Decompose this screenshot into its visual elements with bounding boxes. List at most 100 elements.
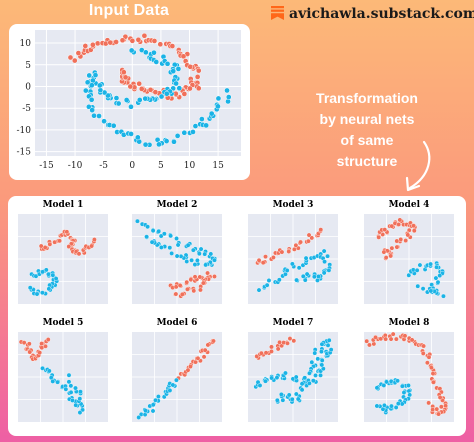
model-point-cluster-1 — [190, 247, 196, 253]
model-point-cluster-1 — [389, 223, 395, 229]
model-point-cluster-1 — [409, 337, 415, 343]
model-point-cluster-1 — [185, 242, 191, 248]
brand-link[interactable]: avichawla.substack.com — [289, 6, 474, 22]
model-point-cluster-2 — [384, 379, 389, 385]
scatter-point-series-2 — [89, 107, 96, 113]
model-point-cluster-2 — [53, 276, 59, 282]
model-point-cluster-1 — [205, 342, 211, 348]
model-point-cluster-1 — [76, 251, 82, 257]
scatter-point-series-2 — [96, 113, 102, 119]
model-point-cluster-1 — [382, 227, 388, 233]
y-tick-label: -5 — [22, 104, 31, 114]
model-point-cluster-2 — [156, 394, 161, 399]
model-point-cluster-2 — [197, 274, 203, 280]
model-plot-8 — [364, 332, 454, 422]
model-point-cluster-2 — [289, 261, 295, 267]
model-point-cluster-1 — [328, 347, 334, 353]
model-point-cluster-1 — [283, 370, 288, 376]
model-point-cluster-1 — [158, 245, 164, 250]
model-point-cluster-2 — [212, 274, 217, 279]
model-point-cluster-2 — [406, 383, 411, 388]
model-point-cluster-1 — [168, 233, 174, 239]
model-point-cluster-1 — [185, 367, 191, 373]
scatter-point-series-2 — [215, 103, 221, 110]
model-point-cluster-2 — [50, 272, 56, 278]
model-point-cluster-1 — [280, 397, 286, 403]
model-point-cluster-2 — [198, 287, 203, 293]
model-point-cluster-2 — [50, 378, 56, 384]
model-point-cluster-2 — [381, 402, 387, 408]
model-cell-7: Model 7 — [242, 318, 344, 423]
model-point-cluster-2 — [287, 336, 293, 341]
model-point-cluster-1 — [437, 395, 443, 400]
model-point-cluster-2 — [191, 288, 197, 294]
model-point-cluster-1 — [436, 411, 441, 417]
model-point-cluster-1 — [156, 228, 162, 234]
model-point-cluster-1 — [37, 350, 43, 356]
model-point-cluster-2 — [374, 385, 380, 391]
model-point-cluster-1 — [203, 262, 209, 268]
model-point-cluster-1 — [426, 400, 432, 406]
model-point-cluster-2 — [150, 402, 156, 408]
scatter-point-series-2 — [128, 131, 134, 137]
x-tick-label: -10 — [68, 161, 83, 171]
scatter-point-series-2 — [101, 118, 107, 125]
scatter-point-series-2 — [142, 95, 149, 102]
model-point-cluster-1 — [144, 234, 150, 240]
scatter-point-series-1 — [82, 43, 89, 49]
model-point-cluster-2 — [68, 383, 74, 389]
model-point-cluster-2 — [395, 378, 400, 384]
model-point-cluster-2 — [68, 389, 74, 395]
model-point-cluster-1 — [306, 380, 312, 386]
scatter-point-series-1 — [75, 50, 82, 56]
model-point-cluster-1 — [429, 365, 434, 371]
model-point-cluster-2 — [78, 389, 83, 395]
model-point-cluster-1 — [293, 391, 299, 397]
model-point-cluster-2 — [167, 388, 173, 393]
model-point-cluster-1 — [431, 379, 436, 385]
scatter-point-series-2 — [96, 82, 103, 89]
model-point-cluster-1 — [293, 374, 299, 380]
model-point-cluster-2 — [177, 283, 183, 288]
model-point-cluster-2 — [46, 271, 51, 277]
model-point-cluster-1 — [396, 222, 402, 227]
model-point-cluster-1 — [286, 392, 292, 398]
scatter-point-series-1 — [195, 67, 202, 74]
model-point-cluster-2 — [435, 279, 441, 285]
model-point-cluster-2 — [192, 274, 198, 280]
model-point-cluster-1 — [150, 228, 156, 234]
model-point-cluster-2 — [277, 339, 282, 345]
model-point-cluster-1 — [403, 238, 409, 243]
model-point-cluster-1 — [66, 244, 72, 249]
scatter-point-series-1 — [152, 89, 159, 96]
model-point-cluster-1 — [212, 257, 217, 263]
scatter-point-series-2 — [115, 100, 122, 107]
scatter-point-series-2 — [192, 123, 199, 129]
model-point-cluster-2 — [33, 273, 39, 279]
note-line-1: Transformation — [316, 90, 418, 106]
scatter-point-series-1 — [113, 39, 119, 45]
scatter-point-series-2 — [171, 138, 177, 145]
model-point-cluster-1 — [211, 338, 216, 344]
model-point-cluster-2 — [399, 383, 405, 389]
note-line-4: structure — [336, 153, 398, 169]
scatter-point-series-2 — [136, 97, 143, 103]
scatter-point-series-1 — [138, 86, 145, 92]
scatter-point-series-1 — [120, 69, 127, 76]
model-point-cluster-1 — [389, 245, 395, 251]
model-point-cluster-1 — [39, 341, 45, 347]
scatter-point-series-1 — [169, 43, 176, 49]
scatter-point-series-1 — [187, 85, 193, 92]
model-point-cluster-1 — [26, 341, 32, 347]
curved-arrow-icon — [405, 140, 431, 192]
model-label-2: Model 2 — [156, 200, 198, 210]
scatter-point-series-1 — [135, 36, 142, 43]
note-line-3: of same — [340, 132, 394, 148]
model-point-cluster-1 — [376, 234, 382, 240]
model-point-cluster-2 — [174, 377, 179, 383]
model-point-cluster-1 — [309, 359, 315, 365]
scatter-point-series-1 — [94, 40, 101, 47]
model-point-cluster-1 — [299, 387, 305, 393]
model-point-cluster-1 — [390, 332, 396, 337]
model-point-cluster-1 — [260, 260, 266, 266]
